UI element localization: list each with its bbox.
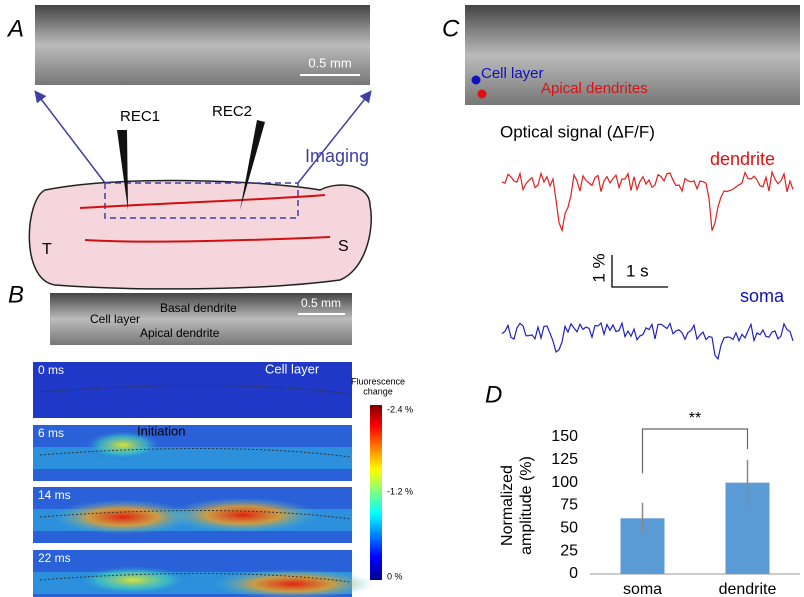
cell-layer-line	[84, 236, 331, 243]
roi-point	[471, 75, 481, 85]
colorbar-tick: -2.4 %	[387, 404, 413, 414]
cell-layer-outline	[39, 385, 351, 395]
heatmap-spot	[83, 430, 163, 460]
electrode	[117, 130, 128, 210]
frame-label: 22 ms	[38, 551, 71, 565]
image	[50, 293, 352, 345]
heatmap-spot	[53, 499, 193, 535]
cell-layer-outline	[39, 510, 351, 520]
roi-point	[477, 89, 487, 99]
cell-layer-outline	[39, 573, 351, 583]
image	[465, 5, 800, 105]
y-tick-label: 100	[551, 474, 578, 491]
annotation: Initiation	[137, 423, 185, 438]
panel-label: B	[8, 281, 24, 308]
cell-layer-outline	[39, 448, 351, 458]
heatmap-band	[33, 447, 352, 469]
panel-label: C	[442, 15, 460, 42]
roi	[104, 182, 299, 219]
y-tick-label: 50	[560, 520, 578, 537]
image	[35, 5, 370, 85]
signal-title: Optical signal (ΔF/F)	[500, 122, 655, 141]
trace	[501, 321, 794, 361]
panel-label: D	[485, 381, 502, 408]
cell-layer-line	[79, 194, 326, 209]
colorbar-tick: 0 %	[387, 571, 403, 581]
end-label: S	[338, 238, 349, 255]
region-label: Apical dendrite	[140, 326, 220, 340]
x-tick-label: soma	[623, 581, 662, 597]
colorbar-title: change	[363, 386, 393, 396]
y-tick-label: 25	[560, 542, 578, 559]
x-tick-label: dendrite	[719, 581, 777, 597]
scale-label: 1 s	[626, 261, 649, 280]
scale-bar	[611, 255, 668, 288]
frame-label: 14 ms	[38, 488, 71, 502]
point-label: Cell layer	[481, 65, 544, 82]
y-tick-label: 75	[560, 497, 578, 514]
point-label: Apical dendrites	[541, 80, 648, 97]
slice	[28, 179, 372, 290]
arrow	[34, 90, 106, 184]
region-label: Cell layer	[90, 312, 140, 326]
panel-label: A	[6, 15, 24, 42]
colorbar-title: Fluorescence	[351, 376, 405, 386]
annotation: Cell layer	[265, 361, 320, 376]
y-axis-label: Normalized	[499, 465, 516, 546]
scale-label: 0.5 mm	[301, 296, 341, 310]
electrode-label: REC1	[120, 108, 160, 125]
y-tick-label: 150	[551, 428, 578, 445]
y-tick-label: 0	[569, 565, 578, 582]
heatmap-spot	[213, 569, 373, 597]
trace-label: dendrite	[710, 149, 775, 169]
end-label: T	[42, 241, 52, 258]
significance-bracket	[641, 428, 749, 474]
arrow	[297, 90, 372, 184]
electrode-label: REC2	[212, 103, 252, 120]
significance-label: **	[689, 410, 701, 427]
imaging-label: Imaging	[305, 146, 369, 166]
frame-label: 0 ms	[38, 363, 64, 377]
trace-label: soma	[740, 286, 785, 306]
electrode	[240, 120, 265, 210]
trace	[501, 169, 794, 233]
heatmap-spot	[168, 497, 318, 533]
y-axis-label: amplitude (%)	[518, 456, 535, 555]
colorbar	[370, 405, 382, 580]
heatmap-spot	[73, 565, 193, 595]
scale-label: 0.5 mm	[308, 55, 351, 70]
frame-label: 6 ms	[38, 426, 64, 440]
heatmap	[33, 362, 352, 418]
region-label: Basal dendrite	[160, 301, 237, 315]
colorbar-tick: -1.2 %	[387, 486, 413, 496]
y-tick-label: 125	[551, 451, 578, 468]
scale-label: 1 %	[589, 253, 608, 282]
